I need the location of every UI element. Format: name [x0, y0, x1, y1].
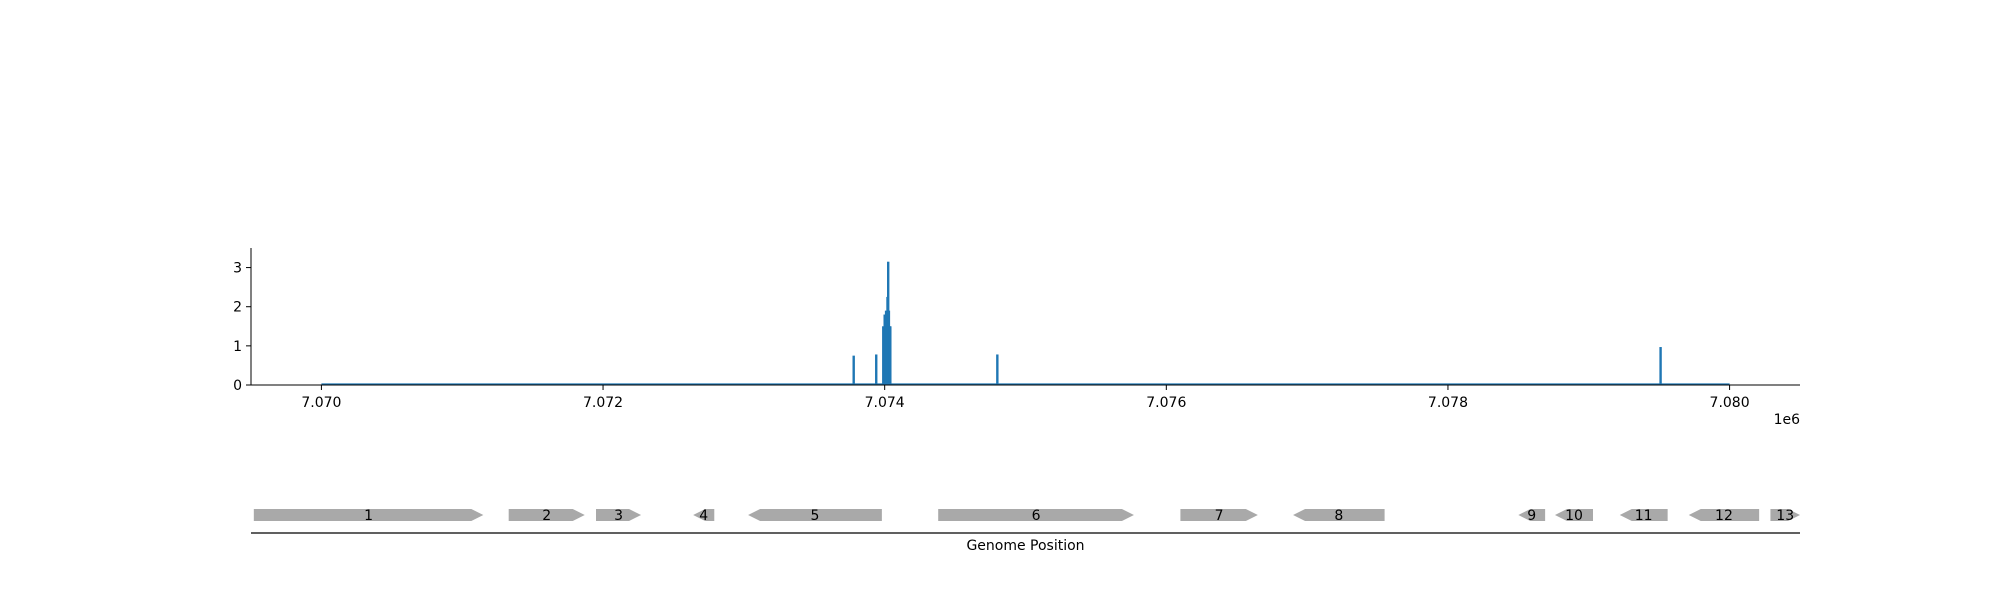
- coverage-bar: [889, 326, 892, 385]
- x-tick-label: 7.072: [583, 395, 623, 411]
- gene-arrow: [1770, 509, 1800, 521]
- x-tick-label: 7.076: [1146, 395, 1186, 411]
- x-axis-offset-label: 1e6: [1774, 412, 1801, 428]
- gene-label: 11: [1635, 508, 1653, 524]
- gene-arrow: [1619, 509, 1668, 521]
- y-tick-label: 1: [233, 339, 242, 355]
- x-tick-label: 7.070: [301, 395, 341, 411]
- gene-label: 6: [1032, 508, 1041, 524]
- gene-label: 3: [614, 508, 623, 524]
- gene-arrow: [1293, 509, 1385, 521]
- gene-arrows: 1 2 3 4 5 6 7 8 9 10 11 12 13: [253, 508, 1800, 524]
- gene-label: 1: [364, 508, 373, 524]
- y-tick-label: 3: [233, 261, 242, 277]
- x-tick-label: 7.080: [1710, 395, 1750, 411]
- coverage-bar: [882, 326, 885, 385]
- gene-label: 4: [699, 508, 708, 524]
- y-tick-label: 2: [233, 300, 242, 316]
- gene-label: 12: [1715, 508, 1733, 524]
- gene-arrow: [748, 509, 882, 521]
- gene-arrow: [596, 509, 642, 521]
- coverage-bar: [1659, 347, 1662, 385]
- y-axis-ticks: 0 1 2 3: [233, 261, 251, 394]
- gene-label: 7: [1215, 508, 1224, 524]
- gene-arrow: [1180, 509, 1258, 521]
- gene-label: 8: [1334, 508, 1343, 524]
- coverage-bar: [852, 355, 855, 385]
- gene-arrow: [1518, 509, 1546, 521]
- gene-arrow: [693, 509, 715, 521]
- coverage-bar: [996, 354, 999, 385]
- gene-arrow: [1554, 509, 1593, 521]
- x-axis-ticks: 7.070 7.072 7.074 7.076 7.078 7.080: [301, 385, 1750, 411]
- gene-arrow: [938, 509, 1134, 521]
- gene-label: 2: [542, 508, 551, 524]
- x-axis-title: Genome Position: [966, 538, 1084, 554]
- coverage-bar: [875, 354, 878, 385]
- y-tick-label: 0: [233, 378, 242, 394]
- gene-arrow: [253, 509, 484, 521]
- gene-label: 10: [1565, 508, 1583, 524]
- coverage-bars: [852, 261, 1662, 385]
- x-tick-label: 7.074: [865, 395, 905, 411]
- x-tick-label: 7.078: [1428, 395, 1468, 411]
- gene-label: 9: [1527, 508, 1536, 524]
- gene-arrow: [508, 509, 585, 521]
- gene-label: 5: [811, 508, 820, 524]
- coverage-panel: 0 1 2 3 7.070 7.072 7.074 7.076 7.078 7.080 1e6: [233, 248, 1800, 428]
- gene-map-panel: 1 2 3 4 5 6 7 8 9 10 11 12 13 Genome Position: [251, 508, 1800, 554]
- gene-label: 13: [1776, 508, 1794, 524]
- gene-arrow: [1688, 509, 1760, 521]
